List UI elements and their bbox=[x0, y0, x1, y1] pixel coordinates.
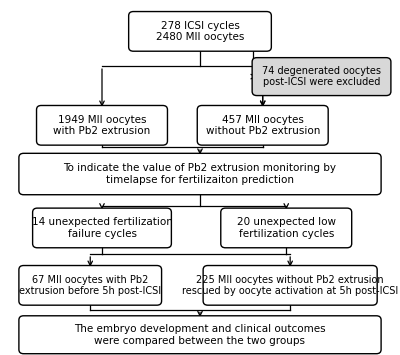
FancyBboxPatch shape bbox=[19, 316, 381, 354]
FancyBboxPatch shape bbox=[221, 208, 352, 248]
FancyBboxPatch shape bbox=[33, 208, 171, 248]
Text: 74 degenerated oocytes
post-ICSI were excluded: 74 degenerated oocytes post-ICSI were ex… bbox=[262, 66, 381, 87]
FancyBboxPatch shape bbox=[129, 12, 271, 51]
FancyBboxPatch shape bbox=[19, 266, 162, 305]
FancyBboxPatch shape bbox=[19, 153, 381, 195]
Text: 14 unexpected fertilization
failure cycles: 14 unexpected fertilization failure cycl… bbox=[32, 217, 172, 239]
FancyBboxPatch shape bbox=[252, 58, 391, 95]
Text: 1949 MII oocytes
with Pb2 extrusion: 1949 MII oocytes with Pb2 extrusion bbox=[53, 115, 151, 136]
FancyBboxPatch shape bbox=[203, 266, 377, 305]
Text: To indicate the value of Pb2 extrusion monitoring by
timelapse for fertilizaiton: To indicate the value of Pb2 extrusion m… bbox=[64, 163, 336, 185]
Text: The embryo development and clinical outcomes
were compared between the two group: The embryo development and clinical outc… bbox=[74, 324, 326, 345]
FancyBboxPatch shape bbox=[197, 105, 328, 145]
Text: 20 unexpected low
fertilization cycles: 20 unexpected low fertilization cycles bbox=[237, 217, 336, 239]
Text: 278 ICSI cycles
2480 MII oocytes: 278 ICSI cycles 2480 MII oocytes bbox=[156, 21, 244, 42]
Text: 225 MII oocytes without Pb2 extrusion
rescued by oocyte activation at 5h post-IC: 225 MII oocytes without Pb2 extrusion re… bbox=[182, 274, 398, 296]
Text: 457 MII oocytes
without Pb2 extrusion: 457 MII oocytes without Pb2 extrusion bbox=[206, 115, 320, 136]
FancyBboxPatch shape bbox=[36, 105, 168, 145]
Text: 67 MII oocytes with Pb2
extrusion before 5h post-ICSI: 67 MII oocytes with Pb2 extrusion before… bbox=[19, 274, 161, 296]
